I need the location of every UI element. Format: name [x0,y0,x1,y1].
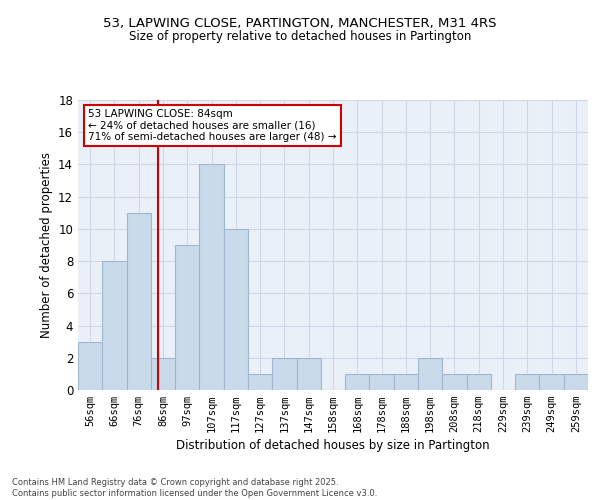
Bar [394,374,418,390]
Bar [418,358,442,390]
Bar [272,358,296,390]
Bar [442,374,467,390]
Bar [539,374,564,390]
Bar [370,374,394,390]
Bar [248,374,272,390]
X-axis label: Distribution of detached houses by size in Partington: Distribution of detached houses by size … [176,440,490,452]
Bar [127,213,151,390]
Bar [515,374,539,390]
Y-axis label: Number of detached properties: Number of detached properties [40,152,53,338]
Text: Contains HM Land Registry data © Crown copyright and database right 2025.
Contai: Contains HM Land Registry data © Crown c… [12,478,377,498]
Bar [102,261,127,390]
Bar [467,374,491,390]
Text: Size of property relative to detached houses in Partington: Size of property relative to detached ho… [129,30,471,43]
Bar [199,164,224,390]
Bar [151,358,175,390]
Bar [175,245,199,390]
Text: 53 LAPWING CLOSE: 84sqm
← 24% of detached houses are smaller (16)
71% of semi-de: 53 LAPWING CLOSE: 84sqm ← 24% of detache… [88,108,337,142]
Bar [564,374,588,390]
Bar [78,342,102,390]
Bar [224,229,248,390]
Bar [345,374,370,390]
Bar [296,358,321,390]
Text: 53, LAPWING CLOSE, PARTINGTON, MANCHESTER, M31 4RS: 53, LAPWING CLOSE, PARTINGTON, MANCHESTE… [103,18,497,30]
